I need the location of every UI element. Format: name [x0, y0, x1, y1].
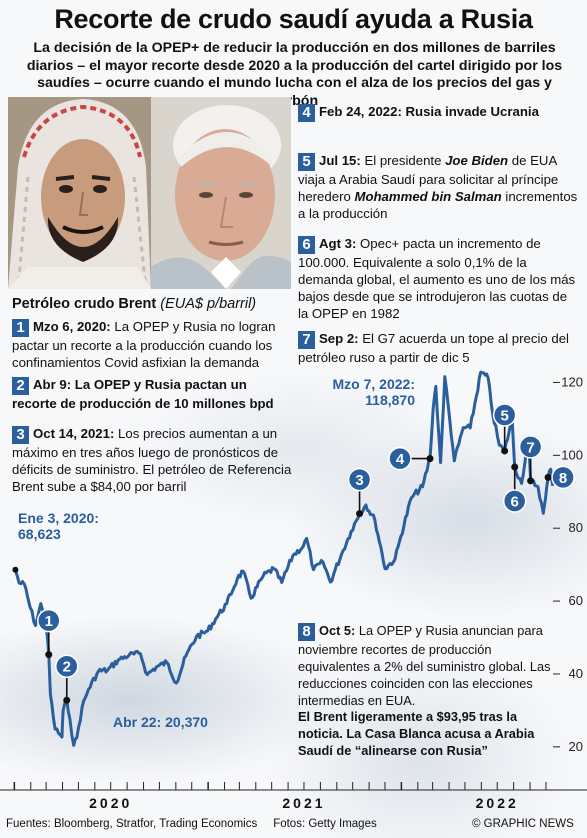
event-2: 2 Abr 9: La OPEP y Rusia pactan un recort… — [12, 376, 290, 412]
chart-title-text: Petróleo crudo Brent — [12, 296, 157, 312]
y-axis: 20 40 60 80 100 120 — [553, 374, 583, 754]
photo-mohammed-bin-salman — [8, 97, 151, 289]
event-text: El presidente — [360, 153, 446, 168]
event-text: La OPEP y Rusia no logran pactar un reco… — [12, 319, 276, 370]
annotation-label: Abr 22: — [113, 714, 162, 730]
event-text: El G7 acuerda un tope al precio del petr… — [298, 331, 569, 365]
event-5: 5 Jul 15: El presidente Joe Biden de EUA … — [298, 152, 581, 222]
marker-number-8: 8 — [559, 470, 567, 487]
y-tick-label: 60 — [569, 593, 583, 608]
marker-circle-3 — [347, 467, 372, 492]
marker-number-3: 3 — [355, 472, 363, 489]
event-6: 6 Agt 3: Opec+ pacta un incremento de 100… — [298, 235, 578, 322]
event-text: La OPEP y Rusia anuncian para noviembre … — [298, 623, 551, 708]
marker-dot — [527, 477, 535, 485]
marker-circle-8 — [551, 465, 575, 490]
marker-number-2: 2 — [63, 659, 71, 676]
marker-circle-7 — [518, 435, 543, 459]
marker-dot — [511, 463, 519, 471]
brent-note: El Brent ligeramente a $93,95 tras la no… — [298, 709, 535, 758]
marker-dot — [356, 510, 364, 518]
event-text: de EUA viaja a Arabia Saudí para solicit… — [298, 153, 559, 204]
photos-credit: Fotos: Getty Images — [273, 818, 377, 830]
marker-dot — [544, 473, 552, 481]
event-7: 7 Sep 2: El G7 acuerda un tope al precio … — [298, 330, 578, 366]
photo-joe-biden — [151, 97, 291, 289]
annotation-peak: Mzo 7, 2022: 118,870 — [305, 376, 415, 408]
marker-number-7: 7 — [526, 439, 534, 456]
event-number-badge: 8 — [298, 623, 315, 641]
annotation-value: 118,870 — [365, 392, 415, 408]
marker-circle-1 — [37, 608, 61, 633]
event-person-name: Joe Biden — [445, 153, 509, 168]
event-text: incrementos a la producción — [298, 189, 578, 221]
event-text: Opec+ pacta un incremento de 100.000. Eq… — [298, 236, 576, 321]
annotation-label: Ene 3, 2020: — [18, 510, 99, 526]
event-number-badge: 1 — [12, 319, 29, 337]
marker-circle-2 — [55, 654, 79, 678]
annotation-start: Ene 3, 2020: 68,623 — [18, 510, 99, 542]
marker-dot — [63, 696, 71, 704]
marker-circle-5 — [492, 403, 517, 427]
annotation-low: Abr 22: 20,370 — [113, 714, 208, 730]
x-tick-label: 2022 — [476, 795, 519, 811]
event-text: Rusia invade Ucrania — [401, 104, 539, 119]
event-1: 1 Mzo 6, 2020: La OPEP y Rusia no logran … — [12, 318, 290, 371]
page-subtitle: La decisión de la OPEP+ de reducir la pr… — [26, 40, 563, 109]
event-text: Los precios aumentan a un máximo en tres… — [12, 426, 292, 494]
annotation-label: Mzo 7, 2022: — [332, 376, 415, 392]
graphic-news-credit: © GRAPHIC NEWS — [472, 818, 574, 830]
marker-circle-4 — [388, 446, 412, 471]
event-date: Agt 3: — [319, 236, 357, 251]
event-date: Sep 2: — [319, 331, 359, 346]
brent-price-line — [13, 370, 555, 747]
y-tick-label: 80 — [569, 520, 583, 535]
sources-text: Fuentes: Bloomberg, Stratfor, Trading Ec… — [6, 818, 258, 830]
chart-title: Petróleo crudo Brent (EUA$ p/barril) — [12, 296, 256, 312]
event-date: Oct 5: — [319, 623, 356, 638]
page-title: Recorte de crudo saudí ayuda a Rusia — [54, 4, 533, 34]
x-tick-label: 2020 — [89, 795, 132, 811]
marker-number-6: 6 — [511, 493, 519, 510]
marker-number-5: 5 — [500, 407, 508, 424]
event-number-badge: 5 — [298, 153, 315, 171]
event-3: 3 Oct 14, 2021: Los precios aumentan a un… — [12, 425, 292, 495]
annotation-value: 20,370 — [165, 714, 208, 730]
event-4: 4 Feb 24, 2022: Rusia invade Ucrania — [298, 103, 578, 122]
event-date: Oct 14, 2021: — [33, 426, 115, 441]
marker-dot — [501, 447, 509, 455]
start-dot — [12, 566, 19, 573]
event-text: La OPEP y Rusia pactan un recorte de pro… — [12, 377, 274, 411]
event-number-badge: 4 — [298, 104, 315, 122]
event-date: Abr 9: — [33, 377, 72, 392]
marker-number-1: 1 — [45, 613, 53, 630]
y-tick-label: 20 — [569, 739, 583, 754]
x-axis: 2020 2021 2022 — [0, 782, 587, 811]
chart-unit: (EUA$ p/barril) — [160, 296, 257, 312]
event-number-badge: 3 — [12, 426, 29, 444]
marker-number-4: 4 — [396, 451, 405, 468]
annotation-value: 68,623 — [18, 526, 61, 542]
marker-dot — [426, 455, 434, 463]
marker-dot — [45, 651, 53, 659]
x-tick-label: 2021 — [282, 795, 325, 811]
marker-circle-6 — [502, 489, 527, 513]
event-date: Jul 15: — [319, 153, 361, 168]
event-number-badge: 2 — [12, 377, 29, 395]
event-number-badge: 6 — [298, 236, 315, 254]
event-markers: 1 2 3 4 5 6 7 8 — [12, 403, 575, 704]
event-person-name: Mohammed bin Salman — [354, 189, 502, 204]
event-date: Feb 24, 2022: — [319, 104, 402, 119]
y-tick-label: 120 — [561, 374, 583, 389]
footer-sources: Fuentes: Bloomberg, Stratfor, Trading Ec… — [6, 818, 377, 830]
event-date: Mzo 6, 2020: — [33, 319, 111, 334]
y-tick-label: 40 — [569, 666, 583, 681]
event-number-badge: 7 — [298, 331, 315, 349]
y-tick-label: 100 — [561, 447, 583, 462]
event-8: 8 Oct 5: La OPEP y Rusia anuncian para no… — [298, 622, 560, 709]
